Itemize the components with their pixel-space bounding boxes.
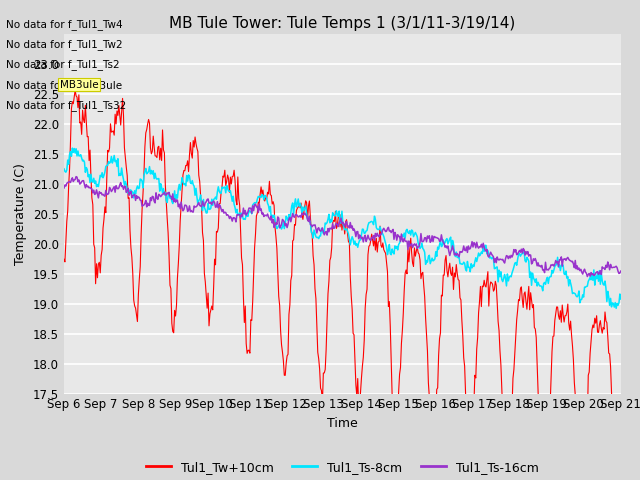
Tul1_Tw+10cm <box>313 322 321 328</box>
Tul1_Tw+10cm <box>433 386 440 392</box>
Line: Tul1_Ts-8cm: Tul1_Ts-8cm <box>64 148 621 308</box>
Y-axis label: Temperature (C): Temperature (C) <box>15 163 28 264</box>
Tul1_Ts-8cm <box>612 305 620 311</box>
Tul1_Ts-16cm <box>480 244 488 250</box>
Legend: Tul1_Tw+10cm, Tul1_Ts-8cm, Tul1_Ts-16cm: Tul1_Tw+10cm, Tul1_Ts-8cm, Tul1_Ts-16cm <box>141 456 544 479</box>
Line: Tul1_Tw+10cm: Tul1_Tw+10cm <box>64 90 621 480</box>
Tul1_Tw+10cm <box>71 87 79 93</box>
Text: No data for f_Tul1_Ts2: No data for f_Tul1_Ts2 <box>6 60 120 71</box>
Tul1_Ts-16cm <box>204 196 212 202</box>
Tul1_Ts-16cm <box>72 174 80 180</box>
Tul1_Tw+10cm <box>60 256 68 262</box>
Tul1_Ts-8cm <box>68 145 76 151</box>
Tul1_Ts-16cm <box>584 274 591 279</box>
Tul1_Ts-8cm <box>617 296 625 302</box>
Tul1_Ts-8cm <box>60 166 68 172</box>
Text: No data for f_Tul1_Tw4: No data for f_Tul1_Tw4 <box>6 19 123 30</box>
Tul1_Ts-16cm <box>60 185 68 191</box>
Tul1_Ts-8cm <box>159 186 167 192</box>
Tul1_Ts-16cm <box>159 191 167 197</box>
X-axis label: Time: Time <box>327 417 358 430</box>
Tul1_Tw+10cm <box>204 290 212 296</box>
Text: MB3ule: MB3ule <box>60 80 98 90</box>
Tul1_Tw+10cm <box>480 277 488 283</box>
Tul1_Ts-16cm <box>617 268 625 274</box>
Tul1_Ts-8cm <box>204 201 212 206</box>
Tul1_Ts-16cm <box>433 235 440 240</box>
Tul1_Ts-8cm <box>389 250 397 255</box>
Tul1_Tw+10cm <box>159 147 167 153</box>
Text: No data for f_uMB3ule: No data for f_uMB3ule <box>6 80 122 91</box>
Tul1_Ts-16cm <box>389 227 397 232</box>
Line: Tul1_Ts-16cm: Tul1_Ts-16cm <box>64 177 621 276</box>
Tul1_Ts-8cm <box>313 235 321 240</box>
Text: No data for f_Tul1_Tw2: No data for f_Tul1_Tw2 <box>6 39 123 50</box>
Tul1_Tw+10cm <box>389 392 397 398</box>
Tul1_Ts-8cm <box>480 249 488 254</box>
Tul1_Ts-8cm <box>433 253 440 259</box>
Text: No data for f_Tul1_Ts32: No data for f_Tul1_Ts32 <box>6 100 127 111</box>
Tul1_Ts-16cm <box>313 230 321 236</box>
Title: MB Tule Tower: Tule Temps 1 (3/1/11-3/19/14): MB Tule Tower: Tule Temps 1 (3/1/11-3/19… <box>169 16 516 31</box>
